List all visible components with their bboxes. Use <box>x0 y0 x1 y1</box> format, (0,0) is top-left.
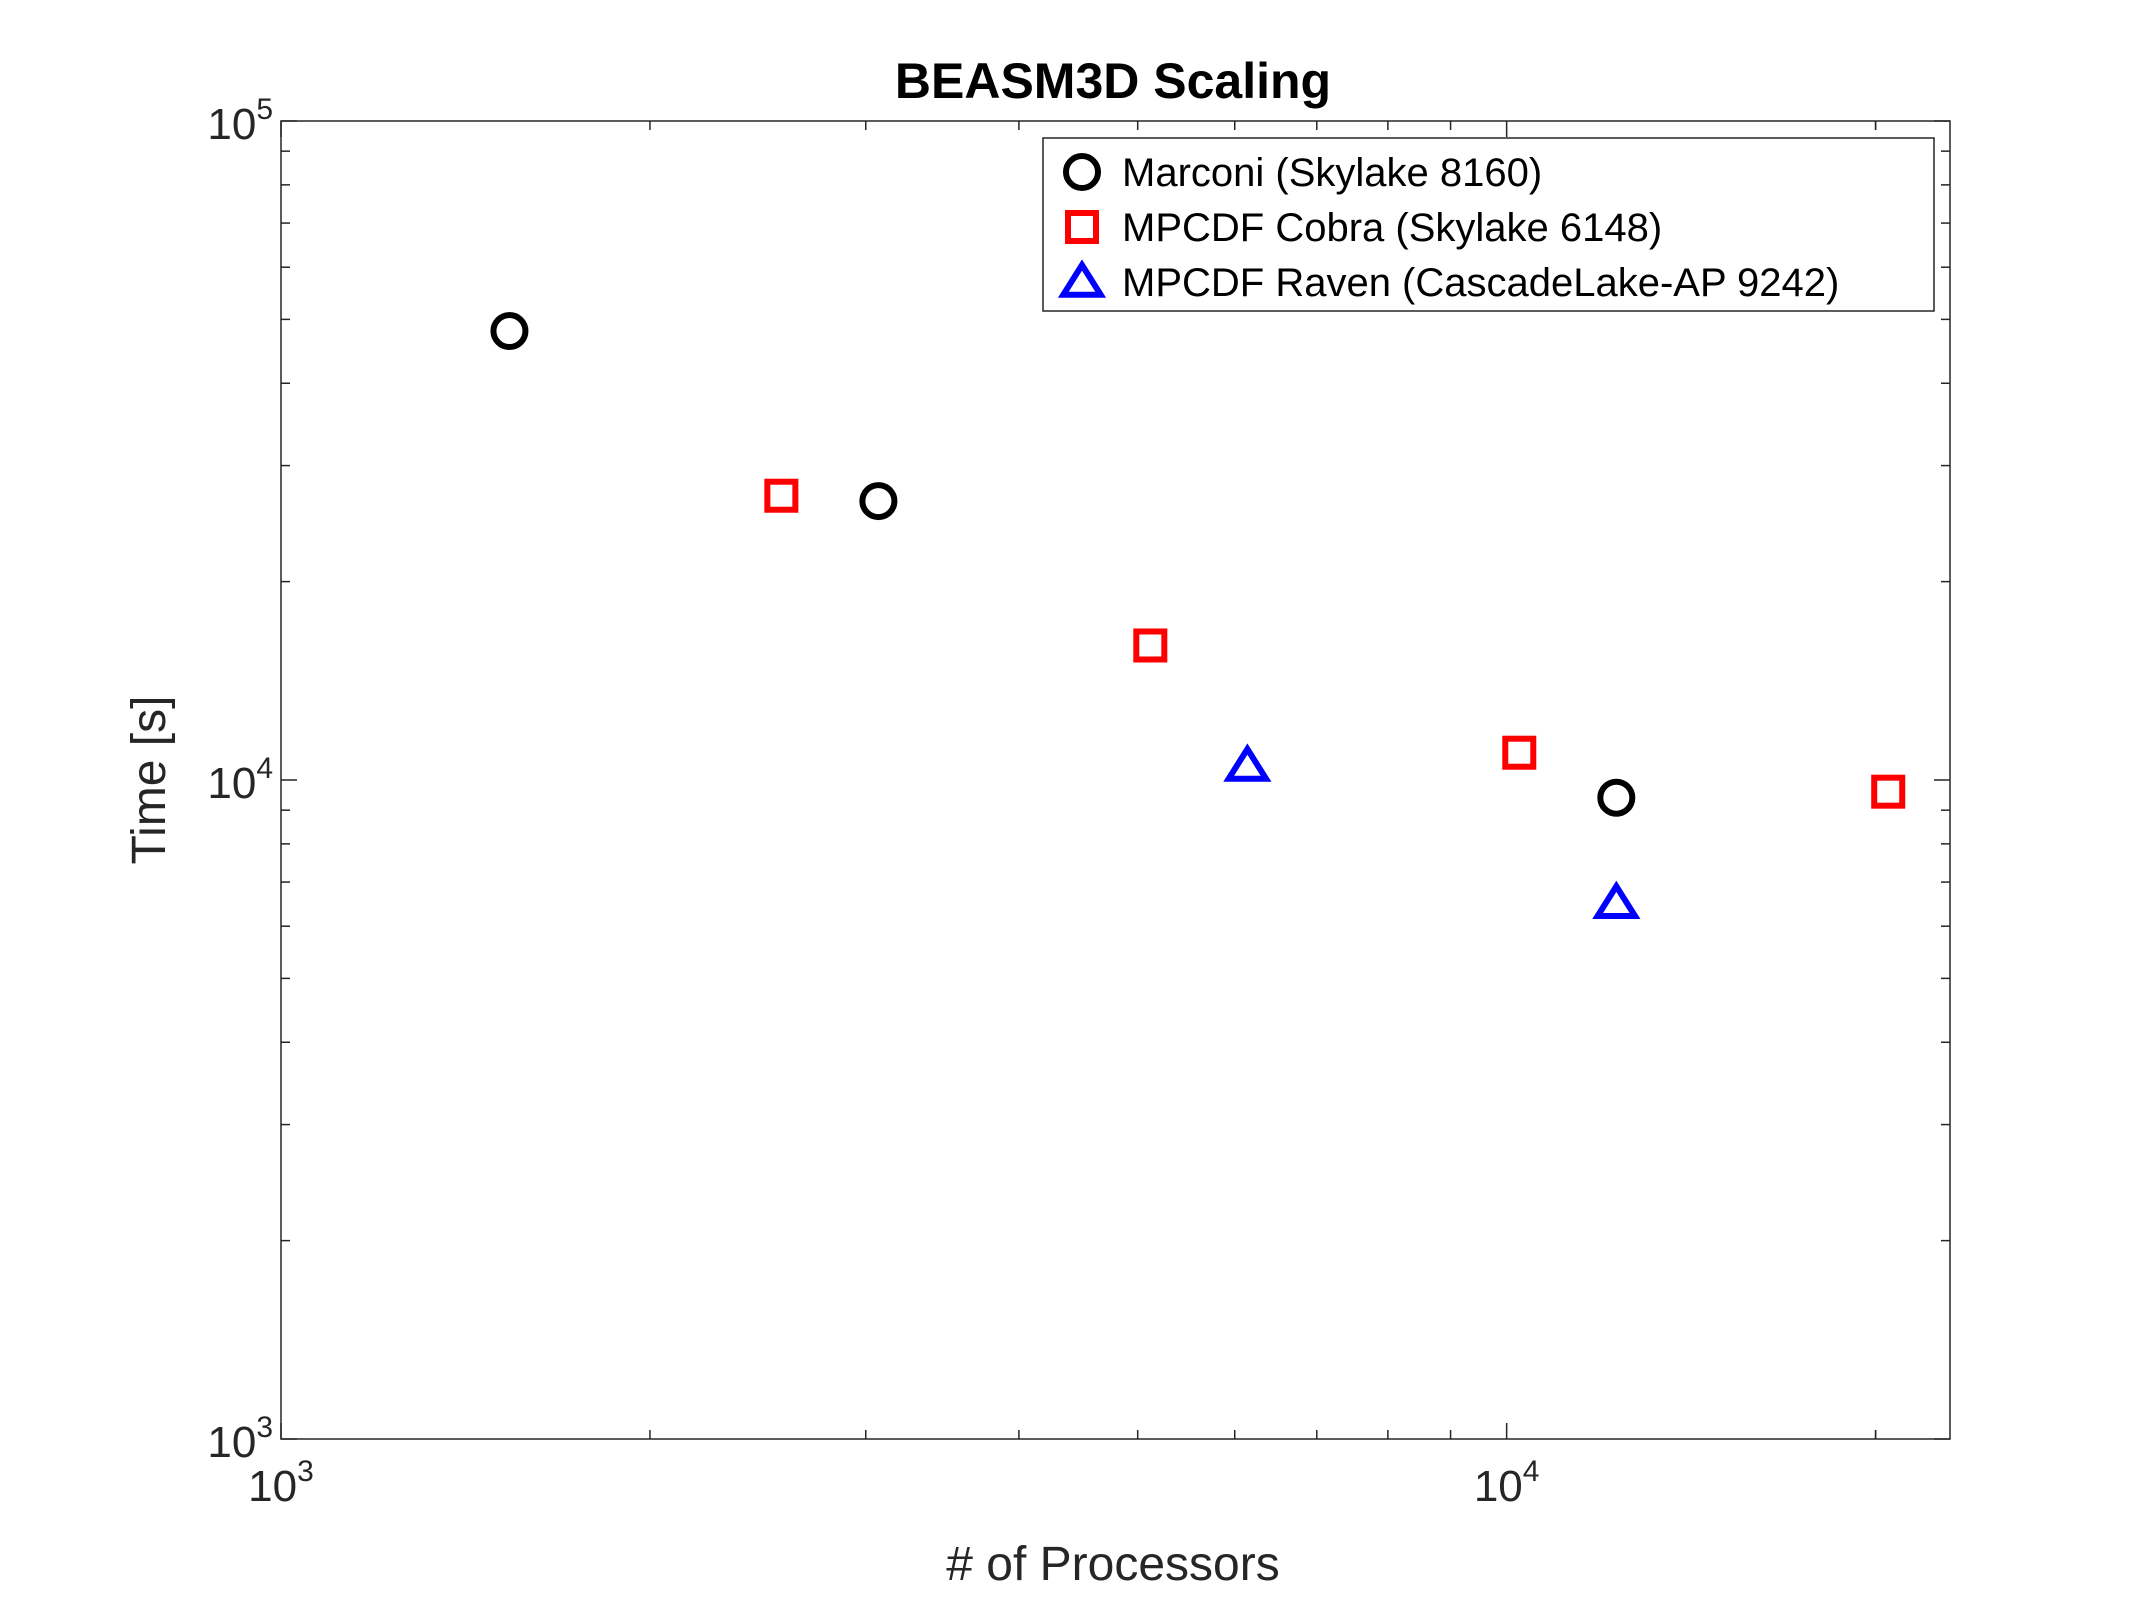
square-marker <box>1133 628 1168 663</box>
chart-title: BEASM3D Scaling <box>895 53 1331 109</box>
triangle-marker <box>1223 743 1272 782</box>
square-marker <box>764 478 799 513</box>
square-marker <box>1502 735 1537 770</box>
legend-circle-icon <box>1063 153 1101 191</box>
plot-area <box>280 120 1951 1440</box>
axis-tick-labels: 103 104 103 104 105 <box>207 93 1539 1511</box>
y-tick-label: 105 <box>207 93 273 149</box>
circle-marker <box>1597 778 1636 817</box>
circle-marker <box>859 482 898 521</box>
legend-entry-label: MPCDF Raven (CascadeLake-AP 9242) <box>1122 261 1839 305</box>
circle-marker <box>490 312 529 351</box>
x-axis-label: # of Processors <box>946 1538 1279 1591</box>
square-marker <box>1871 774 1906 809</box>
legend-entry-label: Marconi (Skylake 8160) <box>1122 151 1542 195</box>
y-tick-label: 103 <box>207 1411 273 1467</box>
data-markers <box>490 312 1906 920</box>
legend-triangle-icon <box>1057 259 1107 298</box>
x-tick-label: 103 <box>248 1455 314 1511</box>
legend: Marconi (Skylake 8160) MPCDF Cobra (Skyla… <box>1042 137 1935 312</box>
y-axis-label: Time [s] <box>123 696 176 865</box>
axis-ticks <box>280 120 1950 1440</box>
legend-box <box>1042 137 1935 312</box>
triangle-marker <box>1592 880 1641 920</box>
legend-square-icon <box>1065 210 1099 244</box>
x-tick-label: 104 <box>1474 1455 1540 1511</box>
legend-entry-label: MPCDF Cobra (Skylake 6148) <box>1122 206 1662 250</box>
y-tick-label: 104 <box>207 752 273 808</box>
